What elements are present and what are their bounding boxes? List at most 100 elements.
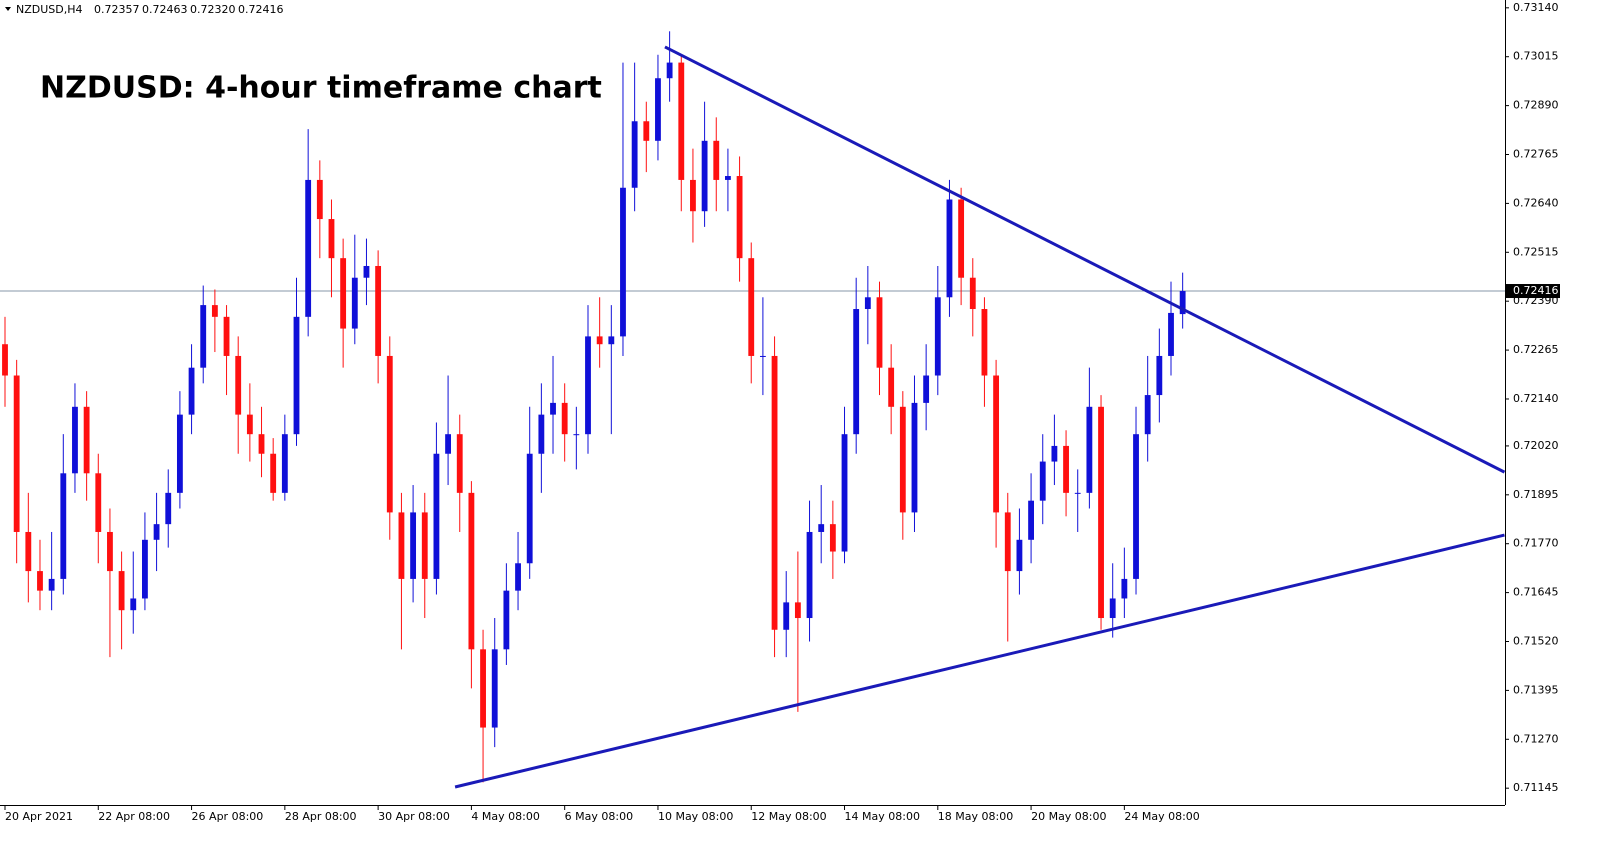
candle-body [398,512,405,579]
candle-body [258,434,265,454]
x-tick-label: 30 Apr 08:00 [378,810,450,823]
candle-body [923,375,930,403]
candle-body [188,367,195,415]
candle-body [480,649,486,728]
candle-body [95,473,102,532]
candle-body [421,512,428,579]
candle-body [934,297,941,376]
candle-body [888,367,895,407]
candle-body [351,277,358,329]
candle-body [1179,291,1186,315]
candle-body [876,297,883,368]
candle-body [223,316,230,356]
candle-body [841,434,848,552]
candle-body [37,571,43,591]
candle-body [316,179,323,220]
candle-body [1086,406,1093,493]
candle-body [748,258,755,356]
x-tick-label: 26 Apr 08:00 [192,810,264,823]
x-tick-label: 14 May 08:00 [845,810,920,823]
candle-body [783,602,790,630]
candle-body [165,492,172,525]
candle-body [118,571,125,611]
symbol-marker [5,7,11,11]
candle-body [281,434,288,493]
y-tick-label: 0.71520 [1513,634,1559,647]
y-tick-label: 0.72640 [1513,196,1559,209]
candle-body [1121,578,1128,599]
candle-body [25,531,32,572]
ohlc-high: 0.72463 [142,3,188,16]
trendline [454,533,1505,789]
candle-body [573,434,580,436]
candle-body [806,531,813,619]
y-tick-label: 0.72765 [1513,148,1559,161]
candle-body [246,414,253,435]
candle-body [1133,434,1139,579]
candle-body [176,414,183,493]
candle-body [958,199,965,278]
ohlc-low: 0.72320 [190,3,236,16]
candle-body [981,309,988,376]
candle-body [818,524,825,532]
candle-body [328,219,335,259]
candle-body [293,316,300,435]
candle-body [107,531,113,572]
candle-body [538,414,545,454]
candle-body [211,305,218,317]
candle-body [1098,406,1104,619]
current-price-box [1506,284,1560,299]
ohlc-close: 0.72416 [238,3,284,16]
y-tick-label: 0.73140 [1513,1,1559,14]
candle-body [701,140,708,212]
candle-body [713,140,720,180]
candle-body [1051,445,1058,462]
x-tick-label: 4 May 08:00 [471,810,539,823]
candle-body [690,179,696,212]
candle-body [550,402,556,415]
y-tick-label: 0.72140 [1513,392,1559,405]
candle-body [468,492,475,650]
x-tick-label: 20 Apr 2021 [5,810,73,823]
x-tick-label: 22 Apr 08:00 [98,810,170,823]
candle-body [83,406,90,474]
candle-body [608,336,615,345]
candle-body [1028,500,1034,540]
x-tick-label: 6 May 08:00 [565,810,633,823]
candle-body [655,78,661,141]
y-tick-label: 0.72265 [1513,343,1559,356]
candle-body [515,563,521,591]
y-tick-label: 0.72020 [1513,439,1559,452]
candle-body [759,355,766,357]
candle-body [491,649,498,728]
candle-body [60,473,67,579]
candle-body [48,578,55,591]
candle-body [72,406,78,474]
candle-body [829,524,836,552]
x-tick-label: 20 May 08:00 [1031,810,1106,823]
candle-body [1074,492,1081,494]
candle-body [235,355,242,415]
y-tick-label: 0.71270 [1513,732,1559,745]
candle-body [363,265,370,278]
candle-body [993,375,1000,513]
candle-body [2,344,8,376]
current-price-label: 0.72416 [1513,284,1559,297]
candle-body [561,402,568,435]
candle-body [666,62,673,79]
candle-body [585,336,591,435]
candle-body [445,434,451,454]
chart-title: NZDUSD: 4-hour timeframe chart [40,71,602,106]
ohlc-open: 0.72357 [94,3,140,16]
candle-body [771,355,778,630]
trendline [664,45,1506,474]
candle-body [200,305,207,368]
candle-body [375,265,382,356]
x-tick-label: 18 May 08:00 [938,810,1013,823]
candle-body [946,199,953,298]
candle-body [456,434,463,493]
x-tick-label: 12 May 08:00 [751,810,826,823]
candle-body [153,524,160,540]
candle-body [1063,445,1069,493]
